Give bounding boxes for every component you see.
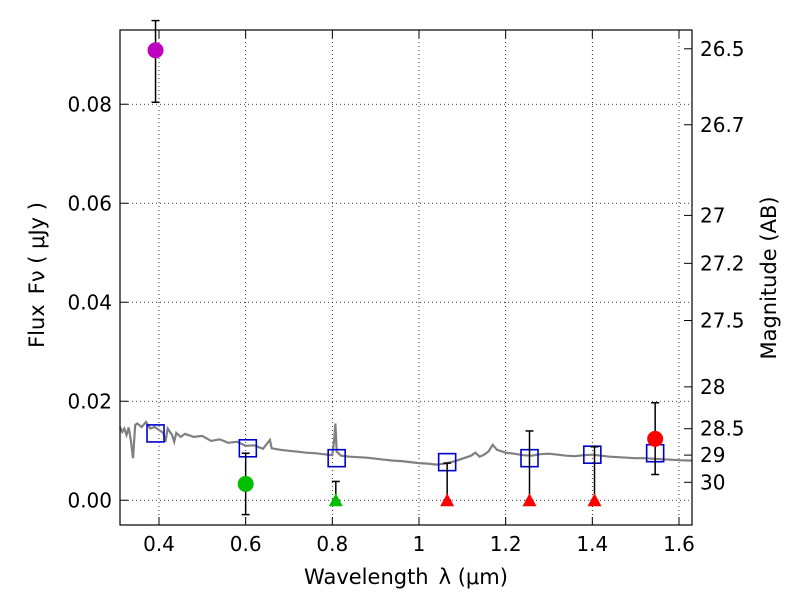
x-tick-label: 1 bbox=[413, 532, 426, 556]
y-tick-label: 0.04 bbox=[67, 290, 112, 314]
y2-tick-label: 27 bbox=[700, 203, 725, 227]
y2-tick-label: 29 bbox=[700, 443, 725, 467]
detection-marker bbox=[147, 42, 164, 59]
x-tick-label: 0.6 bbox=[230, 532, 262, 556]
y-tick-label: 0.00 bbox=[67, 488, 112, 512]
y2-tick-label: 27.2 bbox=[700, 251, 745, 275]
y-tick-label: 0.08 bbox=[67, 92, 112, 116]
x-tick-label: 1.2 bbox=[490, 532, 522, 556]
detection-marker bbox=[647, 430, 664, 447]
upper-limit-marker bbox=[522, 493, 537, 507]
sed-model-line bbox=[118, 420, 693, 466]
upper-limit-marker bbox=[587, 493, 602, 507]
y2-tick-label: 27.5 bbox=[700, 309, 745, 333]
model-bandpass-marker bbox=[327, 448, 346, 468]
model-bandpass-marker bbox=[146, 424, 165, 443]
x-tick-label: 1.6 bbox=[663, 532, 695, 556]
y2-tick-label: 30 bbox=[700, 470, 725, 494]
x-tick-label: 0.4 bbox=[143, 532, 175, 556]
x-tick-label: 1.4 bbox=[576, 532, 608, 556]
y2-axis-title: Magnitude (AB) bbox=[757, 196, 781, 359]
y-axis-title: FluxFν ( μJy ) bbox=[25, 202, 49, 348]
y2-tick-label: 28 bbox=[700, 375, 725, 399]
upper-limit-marker bbox=[440, 493, 455, 507]
model-bandpass-marker bbox=[238, 438, 258, 458]
y-tick-label: 0.06 bbox=[67, 191, 112, 215]
model-layer bbox=[118, 420, 693, 472]
data-points bbox=[147, 19, 664, 516]
y2-tick-label: 26.7 bbox=[700, 113, 745, 137]
plot-frame bbox=[119, 29, 693, 526]
y2-tick-label: 26.5 bbox=[700, 37, 745, 61]
x-tick-label: 0.8 bbox=[316, 532, 348, 556]
axes: 0.4 0.6 0.8 1 1.2 1.4 1.6 0.00 0.02 0.04 0.06 0.08 2… bbox=[67, 29, 745, 556]
x-axis-title: Wavelength λ (μm) bbox=[304, 565, 508, 589]
y2-tick-label: 28.5 bbox=[700, 417, 745, 441]
detection-marker bbox=[237, 475, 254, 492]
grid bbox=[120, 30, 692, 525]
y-tick-label: 0.02 bbox=[67, 389, 112, 413]
upper-limit-marker bbox=[328, 493, 343, 507]
